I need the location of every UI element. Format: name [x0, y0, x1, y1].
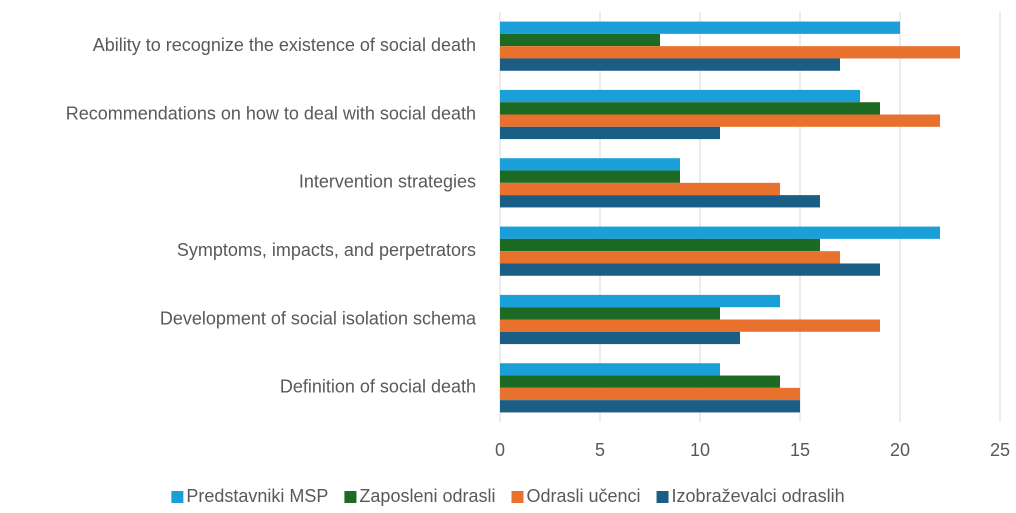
- bar: [500, 33, 660, 47]
- y-tick-label: Intervention strategies: [299, 172, 476, 192]
- x-tick-label: 0: [495, 440, 505, 460]
- bar: [500, 102, 880, 115]
- bar: [500, 170, 680, 183]
- legend-label: Odrasli učenci: [527, 486, 641, 506]
- bar: [500, 114, 940, 127]
- x-tick-label: 25: [990, 440, 1010, 460]
- legend-swatch: [511, 491, 524, 503]
- bar: [500, 294, 780, 308]
- bar: [500, 238, 820, 252]
- bar: [500, 21, 900, 34]
- y-tick-label: Recommendations on how to deal with soci…: [66, 103, 476, 123]
- bar: [500, 400, 800, 413]
- bar: [500, 58, 840, 71]
- bar: [500, 251, 840, 264]
- legend-swatch: [344, 491, 357, 503]
- bar: [500, 195, 820, 208]
- bar: [500, 375, 780, 388]
- legend-swatch: [171, 491, 184, 503]
- bar: [500, 263, 880, 276]
- y-tick-label: Symptoms, impacts, and perpetrators: [177, 240, 476, 260]
- bar: [500, 46, 960, 59]
- x-tick-label: 20: [890, 440, 910, 460]
- bar: [500, 307, 720, 320]
- bar: [500, 226, 940, 239]
- legend-label: Zaposleni odrasli: [359, 486, 495, 506]
- legend-label: Predstavniki MSP: [186, 486, 328, 506]
- x-tick-label: 15: [790, 440, 810, 460]
- x-tick-label: 10: [690, 440, 710, 460]
- bar: [500, 387, 800, 401]
- x-tick-label: 5: [595, 440, 605, 460]
- bar: [500, 89, 860, 103]
- bar: [500, 158, 680, 171]
- legend-label: Izobraževalci odraslih: [672, 486, 845, 506]
- y-tick-label: Ability to recognize the existence of so…: [93, 35, 476, 55]
- bar: [500, 363, 720, 376]
- y-tick-label: Development of social isolation schema: [160, 308, 477, 328]
- bar: [500, 331, 740, 345]
- legend-swatch: [656, 491, 669, 503]
- y-tick-label: Definition of social death: [280, 377, 476, 397]
- bar: [500, 319, 880, 332]
- bar: [500, 182, 780, 196]
- legend: Predstavniki MSP Zaposleni odrasli Odrasli…: [171, 486, 845, 506]
- bar: [500, 126, 720, 140]
